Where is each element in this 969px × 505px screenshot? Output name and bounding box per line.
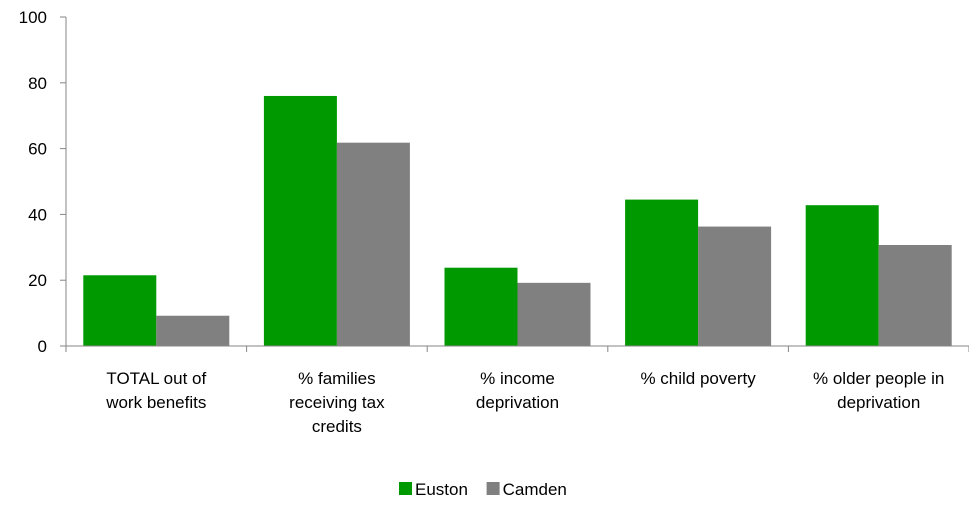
legend-swatch-euston (399, 482, 412, 495)
y-tick-label: 20 (28, 271, 47, 290)
category-label: % older people in deprivation (813, 369, 944, 412)
y-tick-label: 100 (19, 8, 47, 27)
legend-label-camden: Camden (503, 480, 567, 499)
bar-euston (805, 205, 879, 346)
category-label: % families receiving tax credits (289, 369, 385, 436)
bar-euston (83, 275, 157, 346)
bar-camden (336, 142, 410, 346)
legend-swatch-camden (486, 482, 500, 495)
y-tick-label: 0 (38, 337, 47, 356)
legend-label-euston: Euston (415, 480, 468, 499)
bar-euston (444, 267, 518, 346)
category-label: % child poverty (640, 369, 756, 388)
category-label: % income deprivation (476, 369, 559, 412)
bar-camden (517, 282, 591, 346)
y-tick-label: 80 (28, 74, 47, 93)
bar-camden (878, 244, 952, 346)
bar-euston (263, 95, 337, 347)
y-tick-label: 40 (28, 205, 47, 224)
y-tick-label: 60 (28, 140, 47, 159)
bar-euston (625, 199, 699, 346)
bar-camden (156, 315, 230, 346)
bar-camden (698, 226, 772, 346)
category-label: TOTAL out of work benefits (105, 369, 206, 412)
